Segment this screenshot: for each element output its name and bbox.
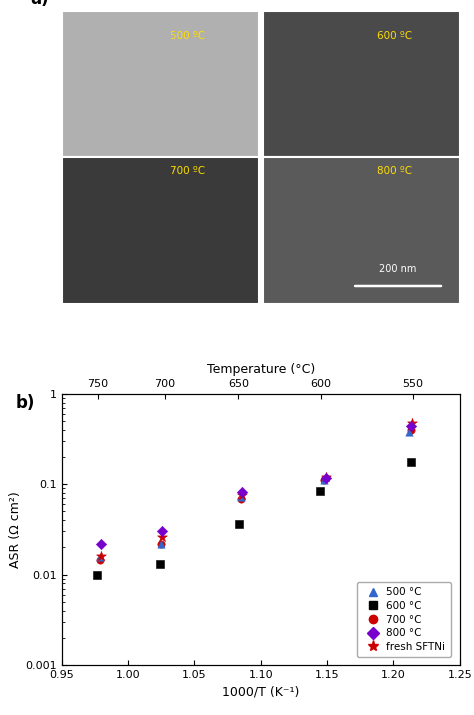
Point [408, 418, 416, 429]
Point [98, 538, 105, 549]
Point [238, 490, 246, 501]
Bar [263, 11, 460, 157]
Text: 800 ºC: 800 ºC [377, 166, 412, 176]
Point [159, 526, 166, 537]
Point [236, 518, 243, 530]
Point [96, 552, 104, 563]
Text: a): a) [30, 0, 48, 8]
Point [406, 426, 413, 438]
Point [320, 474, 328, 485]
Point [156, 558, 164, 570]
Point [322, 472, 329, 483]
X-axis label: 1000/T (K⁻¹): 1000/T (K⁻¹) [222, 686, 300, 699]
Point [320, 475, 328, 486]
Point [322, 471, 329, 483]
X-axis label: Temperature (°C): Temperature (°C) [207, 363, 315, 376]
Point [238, 486, 246, 498]
Text: 200 nm: 200 nm [379, 265, 417, 275]
Point [159, 531, 166, 543]
Point [98, 551, 105, 562]
Point [96, 554, 104, 566]
Point [407, 456, 414, 468]
Bar [62, 11, 259, 157]
Text: 500 ºC: 500 ºC [170, 31, 205, 41]
Y-axis label: ASR (Ω cm²): ASR (Ω cm²) [9, 491, 22, 568]
Point [317, 485, 324, 496]
Point [407, 420, 414, 432]
Text: 700 ºC: 700 ºC [170, 166, 205, 176]
Bar [62, 157, 259, 304]
Point [94, 569, 101, 581]
Text: b): b) [16, 394, 35, 412]
Point [237, 493, 245, 505]
Point [157, 538, 165, 549]
Point [157, 538, 165, 549]
Legend: 500 °C, 600 °C, 700 °C, 800 °C, fresh SFTNi: 500 °C, 600 °C, 700 °C, 800 °C, fresh SF… [357, 582, 451, 657]
Point [237, 490, 245, 502]
Text: 600 ºC: 600 ºC [377, 31, 412, 41]
Bar [263, 157, 460, 304]
Point [407, 424, 414, 435]
